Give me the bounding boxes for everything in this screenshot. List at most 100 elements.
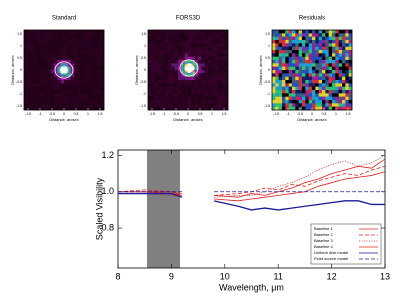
- pixel: [74, 93, 78, 97]
- pixel: [348, 93, 353, 97]
- pixel: [292, 83, 296, 87]
- pixel: [221, 30, 225, 34]
- pixel: [171, 103, 175, 107]
- pixel: [54, 73, 58, 77]
- pixel: [47, 86, 51, 91]
- pixel: [54, 96, 58, 101]
- pixel: [74, 43, 78, 47]
- pixel: [335, 103, 339, 107]
- pixel: [50, 30, 55, 34]
- pixel: [312, 100, 316, 104]
- pixel: [47, 76, 51, 81]
- pixel: [184, 46, 189, 51]
- pixel: [30, 103, 35, 107]
- pixel: [94, 36, 98, 41]
- pixel: [70, 53, 75, 57]
- pixel: [90, 73, 95, 77]
- x-tick-label: -1: [286, 112, 289, 116]
- pixel: [100, 33, 105, 37]
- pixel: [328, 83, 333, 87]
- pixel: [348, 106, 353, 111]
- pixel: [94, 40, 98, 44]
- pixel: [24, 83, 28, 87]
- pixel: [342, 36, 346, 41]
- pixel: [47, 46, 51, 51]
- pixel: [50, 66, 55, 71]
- y-axis-label: Scaled Visibility: [94, 177, 104, 240]
- pixel: [204, 100, 209, 104]
- pixel: [298, 76, 303, 81]
- pixel: [30, 93, 35, 97]
- pixel: [302, 103, 306, 107]
- pixel: [302, 36, 306, 41]
- pixel: [60, 86, 65, 91]
- pixel: [275, 86, 279, 91]
- pixel: [338, 40, 343, 44]
- pixel: [285, 80, 289, 84]
- pixel: [77, 40, 81, 44]
- pixel: [184, 36, 189, 41]
- pixel: [171, 96, 175, 101]
- pixel: [151, 33, 155, 37]
- pixel: [148, 33, 152, 37]
- pixel: [322, 56, 326, 61]
- pixel: [191, 100, 195, 104]
- pixel: [315, 76, 319, 81]
- pixel: [87, 56, 91, 61]
- pixel: [151, 56, 155, 61]
- pixel: [318, 43, 323, 47]
- pixel: [285, 103, 289, 107]
- pixel: [154, 53, 159, 57]
- pixel: [214, 90, 219, 94]
- x-tick-label: 1.5: [98, 112, 103, 116]
- pixel: [224, 30, 229, 34]
- pixel: [198, 83, 202, 87]
- pixel: [181, 83, 185, 87]
- pixel: [77, 83, 81, 87]
- pixel: [278, 63, 283, 67]
- pixel: [342, 56, 346, 61]
- pixel: [64, 36, 68, 41]
- pixel: [288, 33, 293, 37]
- x-tick-label: 11: [274, 271, 283, 281]
- pixel: [221, 106, 225, 111]
- pixel: [164, 70, 169, 74]
- pixel: [27, 36, 31, 41]
- pixel: [194, 83, 199, 87]
- pixel: [60, 40, 65, 44]
- pixel: [275, 40, 279, 44]
- pixel: [178, 53, 182, 57]
- pixel: [74, 53, 78, 57]
- pixel: [188, 50, 192, 54]
- pixel: [24, 100, 28, 104]
- pixel: [288, 60, 293, 64]
- pixel: [24, 103, 28, 107]
- pixel: [60, 96, 65, 101]
- pixel: [218, 100, 222, 104]
- pixel: [305, 66, 309, 71]
- pixel: [178, 63, 182, 67]
- pixel: [164, 36, 169, 41]
- pixel: [24, 73, 28, 77]
- pixel: [161, 80, 165, 84]
- pixel: [94, 43, 98, 47]
- pixel: [171, 90, 175, 94]
- pixel: [30, 100, 35, 104]
- pixel: [64, 83, 68, 87]
- pixel: [154, 56, 159, 61]
- x-tick-label: -1: [38, 112, 41, 116]
- pixel: [178, 43, 182, 47]
- pixel: [80, 83, 85, 87]
- pixel: [30, 73, 35, 77]
- pixel: [77, 90, 81, 94]
- pixel: [34, 60, 38, 64]
- pixel: [204, 43, 209, 47]
- pixel: [77, 50, 81, 54]
- pixel: [181, 43, 185, 47]
- x-tick-label: 1.5: [346, 112, 351, 116]
- pixel: [214, 36, 219, 41]
- pixel: [50, 56, 55, 61]
- pixel: [201, 40, 205, 44]
- pixel: [214, 60, 219, 64]
- pixel: [211, 43, 215, 47]
